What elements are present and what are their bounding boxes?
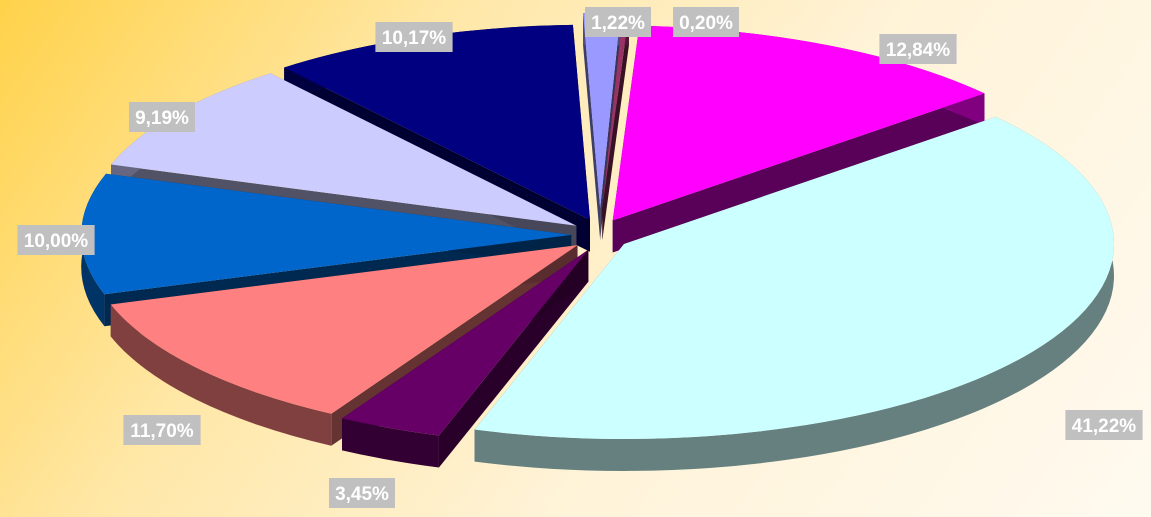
pie-slice-1-22-side [583,13,601,241]
data-label-0-20-box [673,7,739,37]
pie-slice-0-20 [602,13,629,241]
data-labels: 1,22% 0,20% 12,84% 41,22% 3,45% 11,70% 10,00% 9… [17,7,1143,508]
data-label-12-84: 12,84% [879,34,957,64]
data-label-41-22: 41,22% [1065,410,1143,440]
data-label-0-20-text: 0,20% [679,13,733,34]
data-label-1-22: 1,22% [585,7,651,37]
data-label-10-00-box [17,225,95,255]
pie-slices [81,13,1115,471]
data-label-9-19-text: 9,19% [135,108,189,129]
data-label-41-22-text: 41,22% [1072,416,1137,437]
data-label-1-22-text: 1,22% [591,13,645,34]
pie-slice-12-84 [612,25,985,253]
data-label-10-00-text: 10,00% [24,231,89,252]
pie-slice-12-84-side [612,93,985,253]
data-label-3-45-text: 3,45% [335,484,389,505]
pie-slice-9-19-top [111,73,577,226]
data-label-10-17: 10,17% [375,22,453,52]
pie-slice-11-70-rim [110,304,332,446]
data-label-10-17-text: 10,17% [382,28,447,49]
pie-slice-10-17-top [284,24,591,220]
pie-slice-3-45 [342,249,589,468]
data-label-9-19: 9,19% [129,102,195,132]
pie-slice-11-70-top [110,245,578,414]
data-label-3-45: 3,45% [329,478,395,508]
pie-slice-41-22-top [474,116,1115,439]
pie-slice-3-45-rim [342,418,439,468]
data-label-11-70-box [123,415,201,445]
data-label-9-19-box [129,102,195,132]
data-label-11-70: 11,70% [123,415,201,445]
pie-slice-10-00-top [81,173,572,295]
data-label-10-00: 10,00% [17,225,95,255]
data-label-12-84-box [879,34,957,64]
pie-slice-1-22-top [583,13,621,209]
pie-slice-3-45-top [342,249,589,436]
pie-slice-0-20-top [602,13,629,209]
pie-slice-41-22 [474,116,1115,471]
data-label-11-70-text: 11,70% [130,421,193,442]
data-label-41-22-box [1065,410,1143,440]
data-label-3-45-box [329,478,395,508]
data-label-0-20: 0,20% [673,7,739,37]
pie-slice-12-84-top [612,25,985,221]
data-label-1-22-box [585,7,651,37]
data-label-10-17-box [375,22,453,52]
pie-slice-0-20-side [602,13,629,241]
data-label-12-84-text: 12,84% [886,40,951,61]
